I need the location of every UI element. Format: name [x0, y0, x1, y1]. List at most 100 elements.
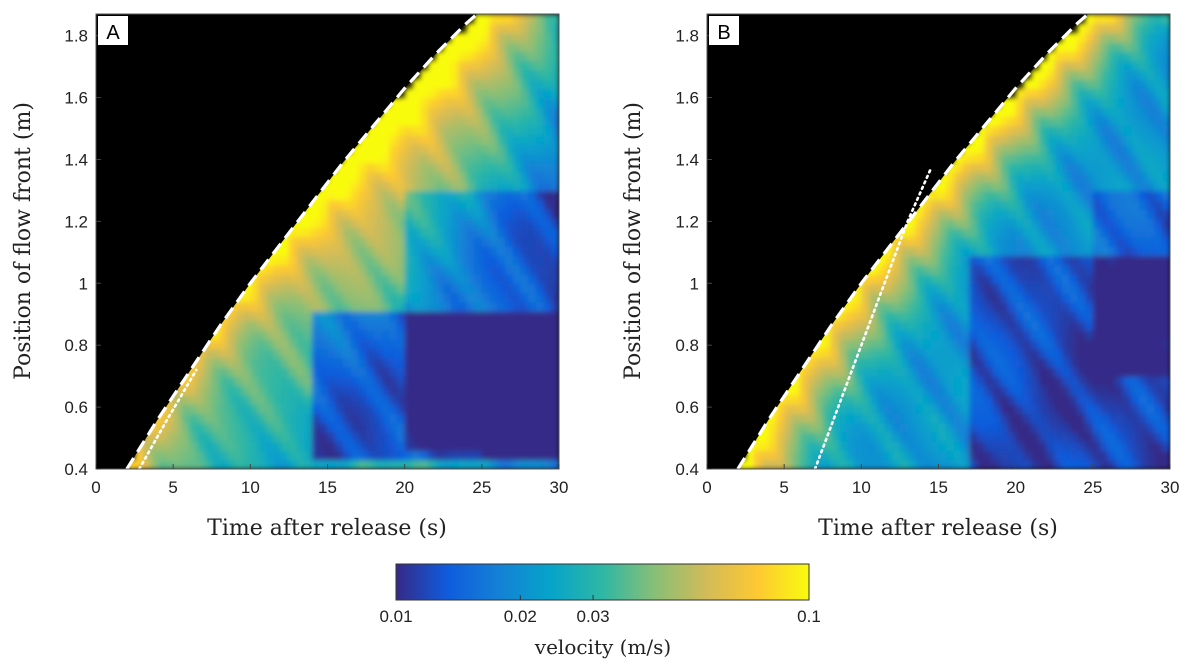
heatmap-cell: [1092, 88, 1102, 99]
heatmap-cell: [543, 116, 552, 127]
heatmap-cell: [188, 450, 197, 461]
heatmap-cell: [366, 394, 375, 405]
heatmap-cell: [1115, 190, 1125, 201]
heatmap-cell: [1100, 274, 1109, 284]
heatmap-cell: [466, 41, 475, 52]
heatmap-cell: [1108, 450, 1117, 461]
heatmap-cell: [884, 450, 893, 461]
heatmap-cell: [1123, 79, 1133, 89]
heatmap-cell: [1069, 181, 1078, 192]
heatmap-cell: [1061, 450, 1071, 461]
heatmap-cell: [412, 264, 421, 275]
heatmap-cell: [822, 404, 832, 414]
heatmap-cell: [869, 422, 878, 433]
heatmap-cell: [1115, 274, 1125, 284]
heatmap-cell: [466, 320, 475, 331]
heatmap-cell: [1085, 413, 1094, 424]
heatmap-cell: [458, 144, 467, 154]
heatmap-cell: [250, 404, 259, 414]
heatmap-cell: [1100, 32, 1109, 43]
heatmap-cell: [535, 357, 545, 368]
heatmap-cell: [977, 218, 986, 229]
heatmap-cell: [1077, 450, 1086, 461]
heatmap-cell: [412, 431, 421, 442]
heatmap-cell: [1023, 357, 1032, 368]
heatmap-cell: [1077, 320, 1086, 331]
heatmap-cell: [915, 376, 924, 387]
heatmap-cell: [373, 431, 383, 442]
heatmap-cell: [1069, 339, 1078, 349]
heatmap-cell: [1162, 264, 1170, 275]
heatmap-cell: [219, 394, 228, 405]
heatmap-cell: [953, 181, 963, 192]
heatmap-cell: [1007, 97, 1017, 108]
heatmap-cell: [1131, 79, 1140, 89]
heatmap-cell: [335, 422, 344, 433]
heatmap-cell: [1108, 218, 1117, 229]
heatmap-cell: [358, 431, 367, 442]
heatmap-cell: [543, 329, 552, 340]
heatmap-cell: [907, 366, 916, 377]
heatmap-cell: [427, 441, 437, 452]
heatmap-cell: [450, 218, 460, 229]
heatmap-cell: [312, 431, 321, 442]
heatmap-cell: [930, 199, 940, 210]
heatmap-cell: [1131, 23, 1140, 34]
heatmap-cell: [543, 264, 552, 275]
heatmap-cell: [1131, 14, 1140, 24]
heatmap-cell: [535, 162, 545, 173]
heatmap-cell: [543, 41, 552, 52]
heatmap-cell: [892, 385, 901, 396]
heatmap-cell: [443, 162, 452, 173]
heatmap-cell: [1077, 413, 1086, 424]
heatmap-cell: [512, 144, 522, 154]
heatmap-cell: [876, 413, 886, 424]
heatmap-cell: [1069, 431, 1078, 442]
heatmap-cell: [1123, 357, 1133, 368]
heatmap-cell: [869, 376, 878, 387]
heatmap-cell: [1069, 60, 1078, 71]
heatmap-cell: [1100, 69, 1109, 80]
heatmap-cell: [977, 181, 986, 192]
heatmap-cell: [1054, 246, 1063, 257]
heatmap-cell: [335, 450, 344, 461]
heatmap-cell: [1015, 134, 1024, 145]
heatmap-cell: [543, 14, 552, 24]
heatmap-cell: [1100, 162, 1109, 173]
heatmap-cell: [1015, 171, 1024, 182]
heatmap-cell: [1146, 134, 1156, 145]
heatmap-cell: [977, 199, 986, 210]
heatmap-cell: [250, 431, 259, 442]
heatmap-cell: [753, 459, 762, 469]
heatmap-cell: [366, 283, 375, 294]
heatmap-cell: [497, 236, 506, 247]
heatmap-cell: [242, 320, 251, 331]
heatmap-cell: [551, 23, 559, 34]
heatmap-cell: [435, 144, 444, 154]
heatmap-cell: [1108, 134, 1117, 145]
heatmap-cell: [884, 283, 893, 294]
heatmap-cell: [1092, 301, 1102, 312]
heatmap-cell: [838, 357, 847, 368]
heatmap-cell: [1131, 329, 1140, 340]
heatmap-cell: [551, 116, 559, 127]
heatmap-cell: [915, 209, 924, 219]
heatmap-cell: [1015, 181, 1024, 192]
heatmap-cell: [466, 292, 475, 303]
heatmap-cell: [466, 264, 475, 275]
heatmap-cell: [481, 153, 491, 164]
heatmap-cell: [250, 329, 259, 340]
y-tick-label: 1.6: [675, 89, 699, 108]
heatmap-cell: [969, 385, 978, 396]
heatmap-cell: [512, 236, 522, 247]
heatmap-cell: [838, 450, 847, 461]
x-tick-label: 15: [318, 478, 337, 497]
heatmap-cell: [1092, 385, 1102, 396]
heatmap-cell: [961, 385, 970, 396]
heatmap-cell: [1139, 209, 1148, 219]
heatmap-cell: [1038, 209, 1048, 219]
heatmap-cell: [1139, 283, 1148, 294]
heatmap-cell: [1023, 190, 1032, 201]
heatmap-cell: [204, 366, 213, 377]
heatmap-cell: [443, 376, 452, 387]
